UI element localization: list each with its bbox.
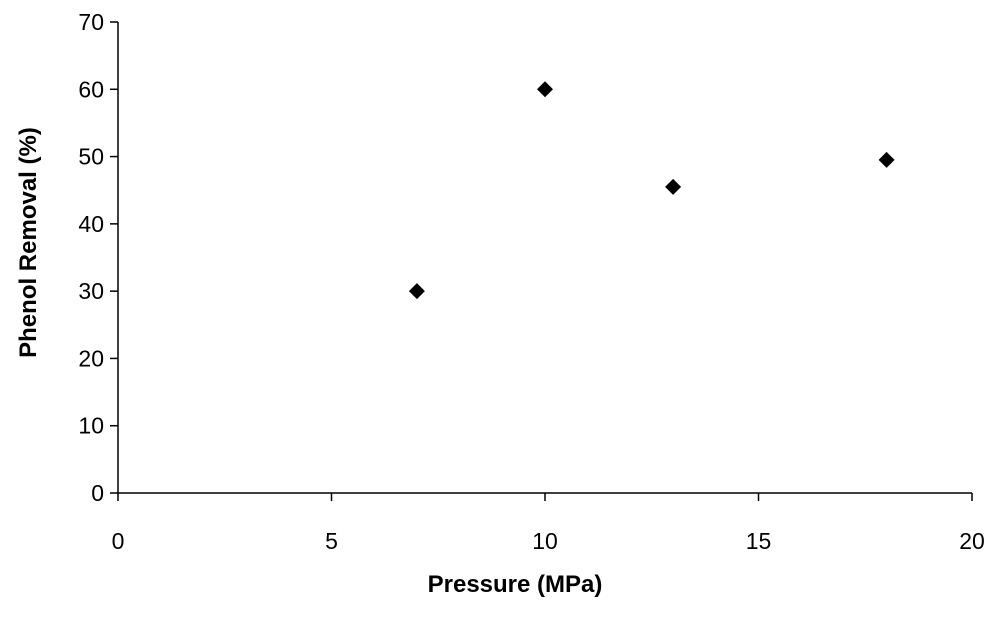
x-tick-label: 0: [112, 528, 125, 554]
x-axis-ticks: 0 5 10 15 20: [112, 493, 985, 554]
data-points: [408, 81, 895, 300]
data-point: [537, 81, 553, 98]
y-axis-ticks: 0 10 20 30 40 50 60 70: [78, 9, 118, 506]
x-tick-label: 20: [959, 528, 985, 554]
y-tick-label: 50: [78, 144, 104, 170]
y-tick-label: 30: [78, 278, 104, 304]
y-tick-label: 0: [91, 480, 104, 506]
y-tick-label: 10: [78, 413, 104, 439]
data-point: [408, 283, 425, 300]
x-tick-label: 5: [325, 528, 338, 554]
x-tick-label: 10: [532, 528, 558, 554]
x-tick-label: 15: [746, 528, 772, 554]
y-tick-label: 60: [78, 76, 104, 102]
y-tick-label: 70: [78, 9, 104, 35]
y-tick-label: 40: [78, 211, 104, 237]
data-point: [665, 178, 682, 195]
y-tick-label: 20: [78, 345, 104, 371]
y-axis-title: Phenol Removal (%): [15, 127, 42, 358]
data-point: [878, 151, 895, 168]
x-axis-title: Pressure (MPa): [428, 571, 603, 598]
